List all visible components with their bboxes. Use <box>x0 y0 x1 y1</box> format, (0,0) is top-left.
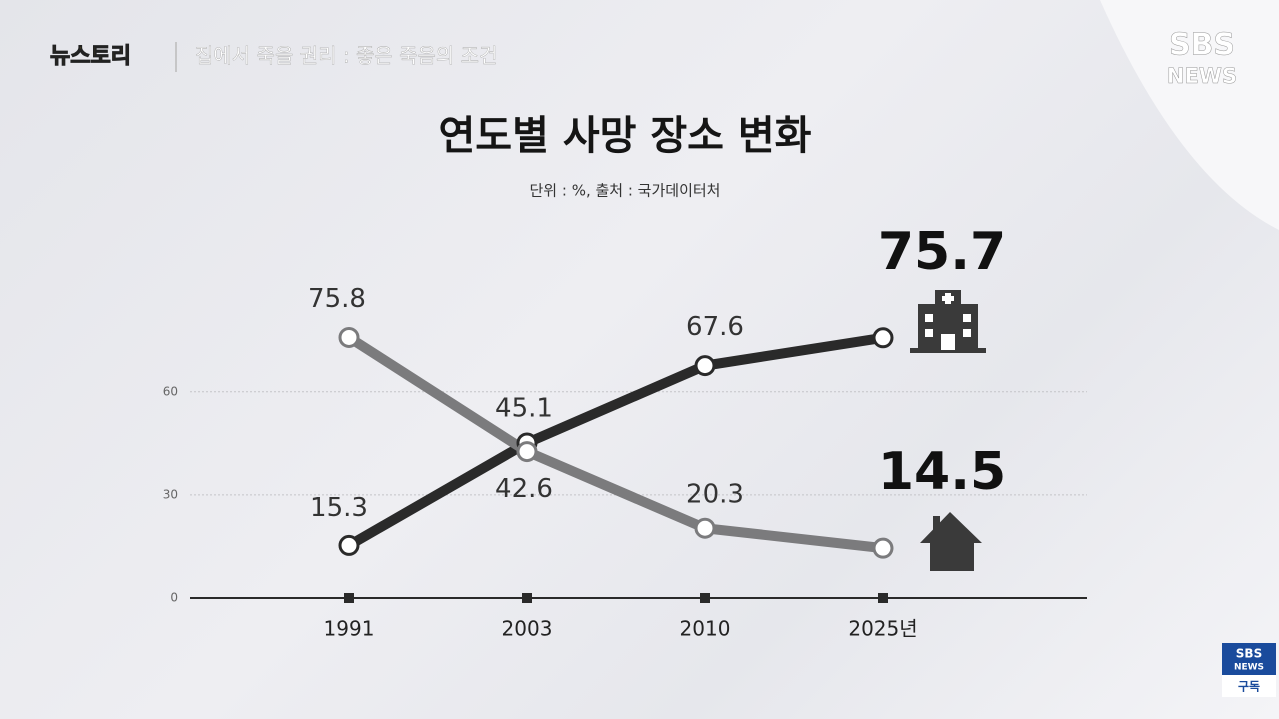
channel-logo: SBS <box>1169 28 1235 63</box>
x-tick-mark <box>344 593 354 603</box>
episode-title: 집에서 죽을 권리 : 좋은 죽음의 조건 <box>195 44 497 68</box>
point <box>338 326 360 348</box>
value-label: 42.6 <box>495 474 553 504</box>
point <box>338 534 360 556</box>
value-label: 67.6 <box>686 312 744 342</box>
x-tick-label: 2010 <box>680 617 731 641</box>
x-tick-mark <box>878 593 888 603</box>
x-tick-label: 2003 <box>502 617 553 641</box>
y-tick-label: 60 <box>163 384 178 398</box>
y-tick-label: 30 <box>163 487 178 501</box>
value-label: 45.1 <box>495 393 553 423</box>
line <box>346 332 884 550</box>
value-label: 75.8 <box>308 284 366 314</box>
point <box>872 537 894 559</box>
point <box>872 327 894 349</box>
value-label-highlight: 75.7 <box>878 222 1006 282</box>
subscribe-band <box>1222 675 1276 697</box>
x-tick-label: 2025년 <box>848 617 917 641</box>
x-tick-mark <box>700 593 710 603</box>
y-tick-label: 0 <box>170 591 178 605</box>
value-label: 20.3 <box>686 480 744 510</box>
house-icon <box>920 512 982 571</box>
chart-subtitle: 단위 : %, 출처 : 국가데이터처 <box>530 182 721 200</box>
value-label-highlight: 14.5 <box>878 442 1006 502</box>
point <box>694 355 716 377</box>
line <box>346 333 884 554</box>
chart-title: 연도별 사망 장소 변화 <box>439 113 812 159</box>
subscribe-logo: NEWS <box>1234 663 1264 673</box>
point <box>516 441 538 463</box>
channel-logo: NEWS <box>1167 64 1237 88</box>
hospital-icon <box>910 290 986 353</box>
show-logo: 뉴스토리 <box>50 44 131 69</box>
point <box>694 517 716 539</box>
subscribe-label: 구독 <box>1238 680 1260 694</box>
x-tick-label: 1991 <box>324 617 375 641</box>
value-label: 15.3 <box>310 493 368 523</box>
subscribe-button[interactable]: SBS NEWS 구독 <box>1222 643 1276 697</box>
background-sweep <box>1100 0 1279 230</box>
x-tick-mark <box>522 593 532 603</box>
subscribe-logo: SBS <box>1236 647 1262 661</box>
